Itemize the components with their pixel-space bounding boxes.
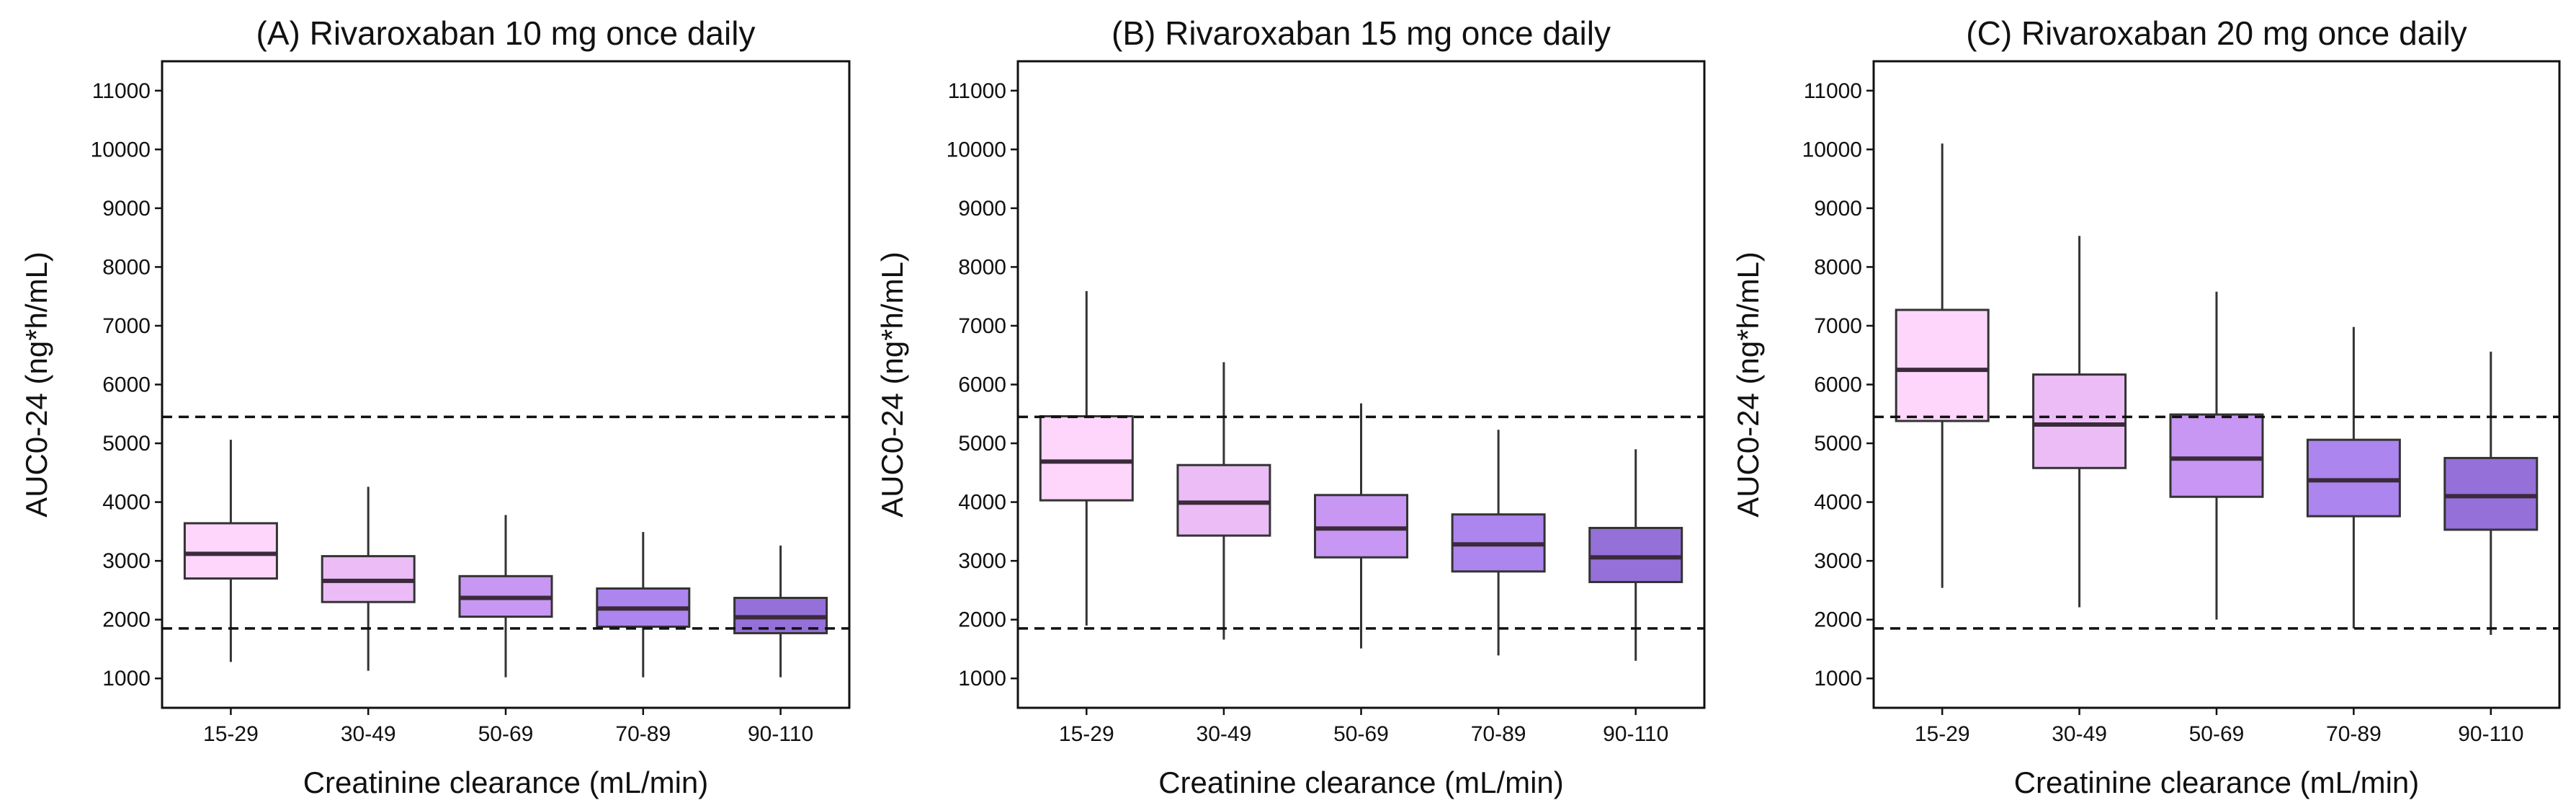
panel-3-y-tick-label: 2000 [1814, 608, 1862, 632]
panel-2-y-tick-label: 4000 [958, 491, 1006, 515]
panel-2-y-tick-label: 3000 [958, 549, 1006, 573]
panel-2-box [1314, 494, 1408, 559]
panel-3-box [2443, 456, 2539, 531]
panel-3-title: (C) Rivaroxaban 20 mg once daily [1966, 14, 2467, 52]
panel-1-x-axis-label: Creatinine clearance (mL/min) [303, 765, 709, 799]
panel-3-y-tick-label: 10000 [1802, 138, 1862, 161]
panel-2-y-tick-label: 11000 [948, 79, 1006, 103]
panel-3-y-tick-label: 3000 [1814, 549, 1862, 573]
panel-3-y-tick-label: 8000 [1814, 255, 1862, 279]
panel-3-x-axis-label: Creatinine clearance (mL/min) [2014, 765, 2420, 799]
panel-2-title: (B) Rivaroxaban 15 mg once daily [1112, 14, 1611, 52]
panel-3-x-tick-label: 30-49 [2052, 722, 2107, 746]
panel-1-y-tick-label: 7000 [102, 314, 151, 338]
panel-3-y-tick-label: 6000 [1814, 373, 1862, 397]
panel-3-box [2032, 373, 2127, 469]
panel-1-y-tick-label: 6000 [102, 373, 151, 397]
panel-1-box [183, 522, 278, 580]
panel-3-x-tick-label: 15-29 [1915, 722, 1970, 746]
panel-1-x-tick-label: 30-49 [341, 722, 396, 746]
panel-3-box [1895, 308, 1990, 422]
panel-3-y-tick-label: 11000 [1804, 79, 1862, 103]
panel-1-y-tick-label: 1000 [102, 667, 151, 691]
panel-2-plot-frame [1016, 60, 1706, 709]
panel-1-x-tick-label: 15-29 [203, 722, 259, 746]
panel-2-x-tick-label: 15-29 [1059, 722, 1114, 746]
panel-2-y-tick-label: 8000 [958, 255, 1006, 279]
panel-1-y-tick-label: 5000 [102, 432, 151, 456]
panel-3-y-tick-label: 4000 [1814, 491, 1862, 515]
panel-1-y-tick-label: 11000 [92, 79, 151, 103]
panel-2-x-tick-label: 50-69 [1333, 722, 1389, 746]
panel-2-x-tick-label: 70-89 [1471, 722, 1526, 746]
panel-1-y-tick-label: 2000 [102, 608, 151, 632]
panel-2-y-tick-label: 6000 [958, 373, 1006, 397]
panel-2-y-tick-label: 9000 [958, 197, 1006, 221]
panel-3-box [2169, 413, 2264, 498]
panel-1-y-tick-label: 8000 [102, 255, 151, 279]
panel-1-y-tick-label: 4000 [102, 491, 151, 515]
panel-1-y-tick-label: 10000 [91, 138, 151, 161]
panel-2-box [1176, 463, 1271, 537]
panel-1-x-tick-label: 70-89 [615, 722, 671, 746]
panel-1-y-tick-label: 9000 [102, 197, 151, 221]
panel-2-y-tick-label: 1000 [958, 667, 1006, 691]
panel-3-y-tick-label: 1000 [1814, 667, 1862, 691]
panel-3-x-tick-label: 90-110 [2458, 722, 2523, 746]
panel-3-x-tick-label: 50-69 [2189, 722, 2245, 746]
panel-2-box [1039, 415, 1134, 502]
panel-3-x-tick-label: 70-89 [2326, 722, 2382, 746]
panel-2-x-tick-label: 90-110 [1603, 722, 1668, 746]
panel-1-x-tick-label: 50-69 [478, 722, 534, 746]
panel-3-plot-frame [1872, 60, 2561, 709]
panel-1-y-axis-label: AUC0-24 (ng*h/mL) [19, 252, 53, 518]
panel-3-box [2306, 438, 2401, 518]
panel-2-y-tick-label: 7000 [958, 314, 1006, 338]
panel-1-title: (A) Rivaroxaban 10 mg once daily [256, 14, 756, 52]
panel-2-x-tick-label: 30-49 [1197, 722, 1252, 746]
panel-2-y-tick-label: 10000 [947, 138, 1006, 161]
panel-3-y-axis-label: AUC0-24 (ng*h/mL) [1731, 252, 1765, 518]
panel-2-y-tick-label: 2000 [958, 608, 1006, 632]
panel-1-plot-frame [161, 60, 851, 709]
panel-3-y-tick-label: 5000 [1814, 432, 1862, 456]
panel-1-x-tick-label: 90-110 [748, 722, 813, 746]
panel-2-y-tick-label: 5000 [958, 432, 1006, 456]
panel-1-y-tick-label: 3000 [102, 549, 151, 573]
panel-2-y-axis-label: AUC0-24 (ng*h/mL) [875, 252, 909, 518]
panel-2-box [1588, 526, 1683, 583]
panel-3-y-tick-label: 7000 [1814, 314, 1862, 338]
panel-3-y-tick-label: 9000 [1814, 197, 1862, 221]
panel-2-x-axis-label: Creatinine clearance (mL/min) [1158, 765, 1564, 799]
